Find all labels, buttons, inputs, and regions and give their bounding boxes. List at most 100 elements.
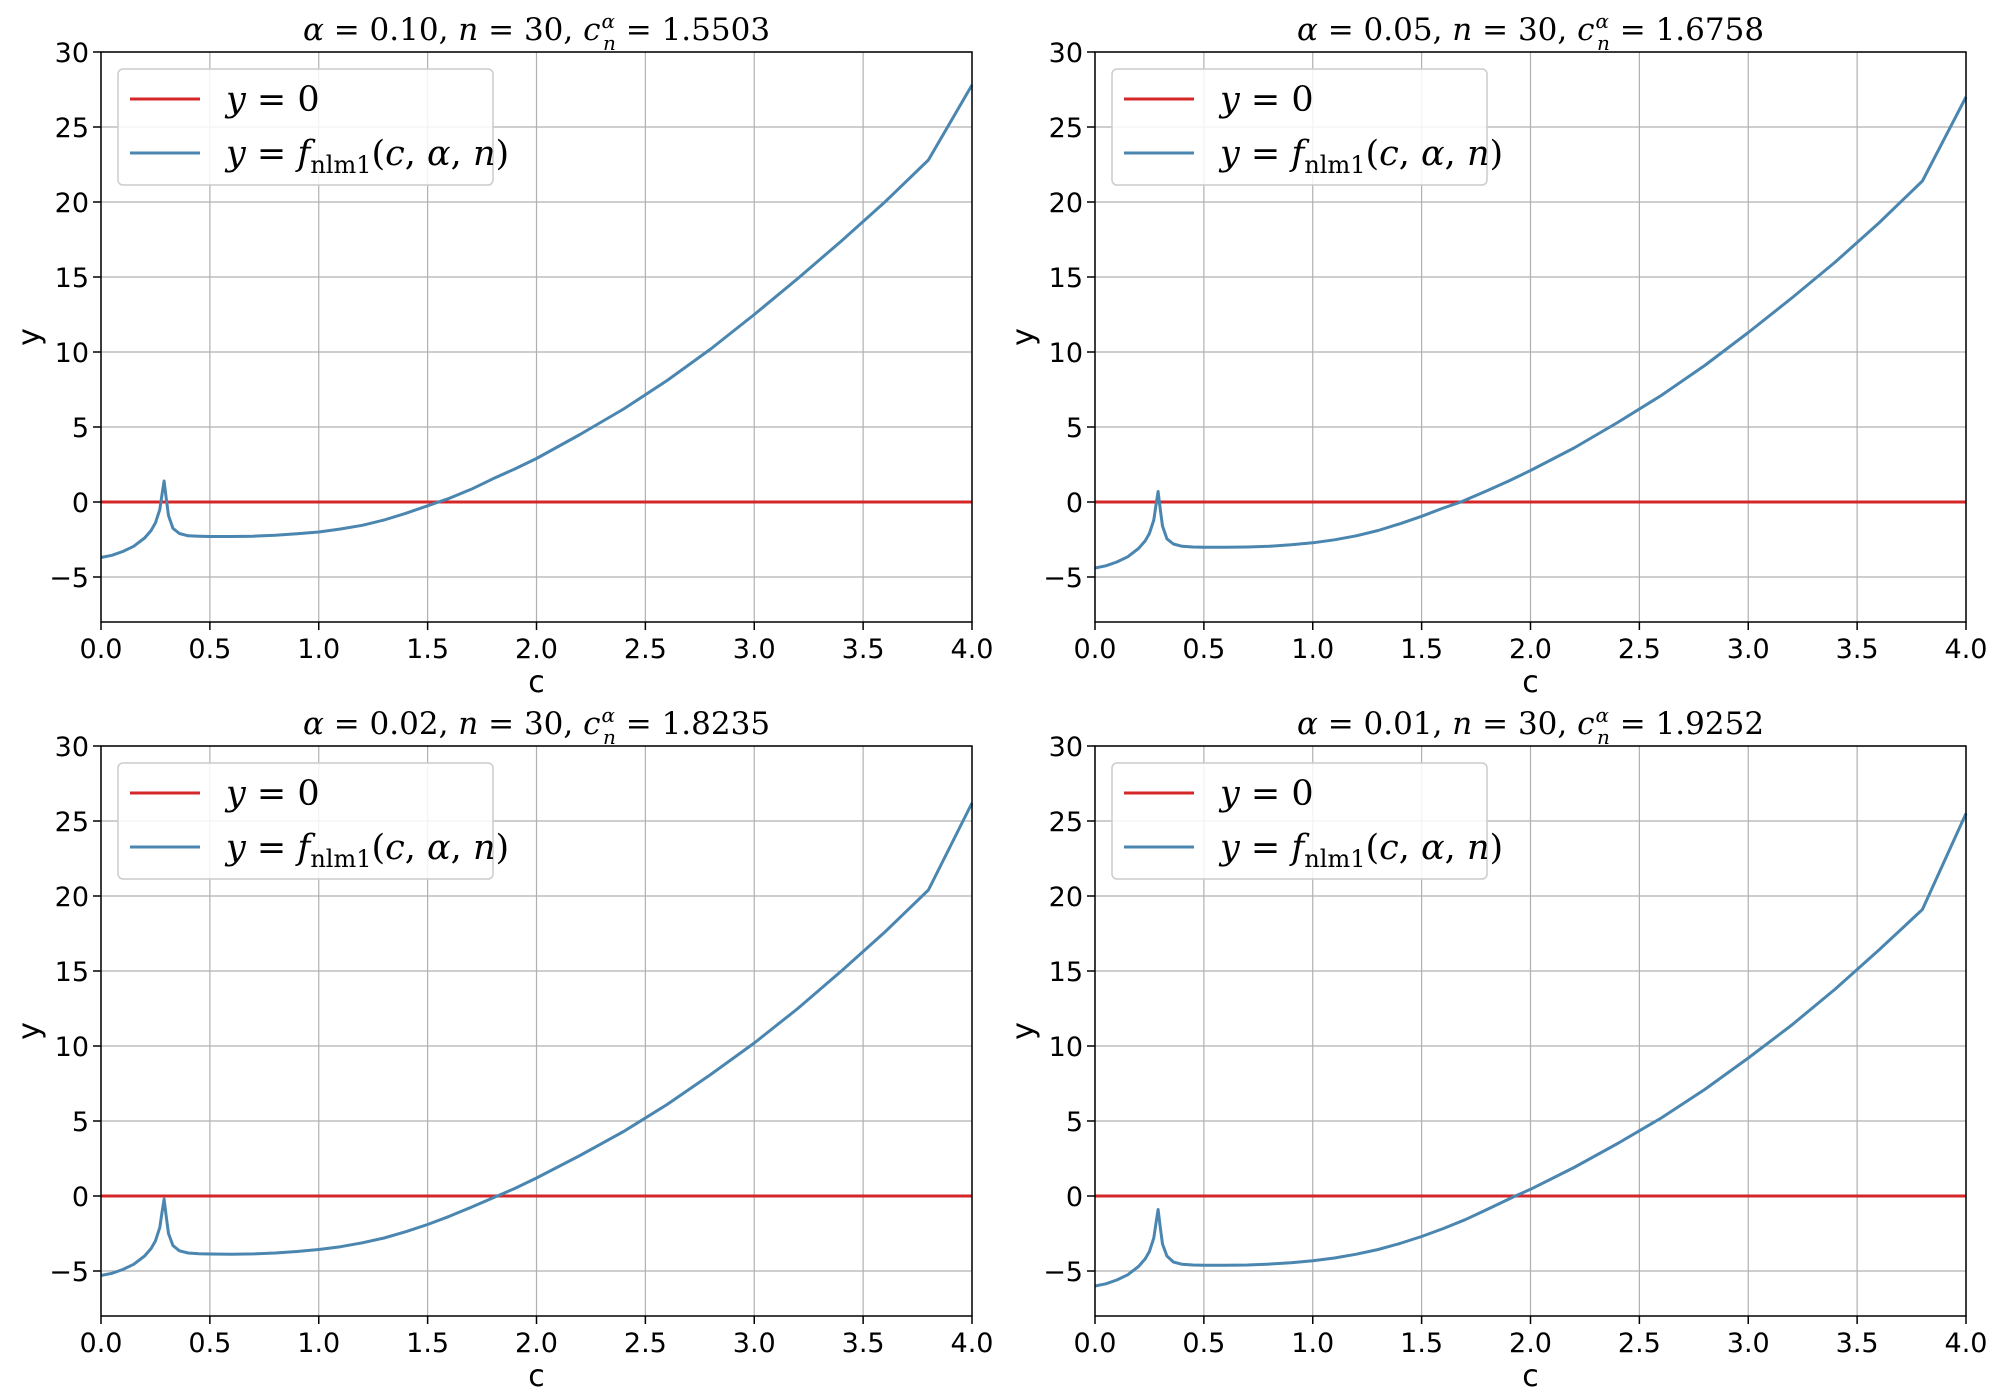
x-tick-label: 1.0 (297, 634, 340, 665)
y-tick-label: 15 (1049, 957, 1083, 988)
y-tick-label: −5 (49, 1257, 89, 1288)
y-axis-label: y (1006, 1022, 1041, 1040)
x-tick-label: 2.0 (1509, 1328, 1552, 1359)
y-axis-label: y (12, 328, 47, 346)
x-tick-label: 1.5 (406, 1328, 449, 1359)
y-tick-label: 10 (1049, 338, 1083, 369)
x-tick-label: 3.5 (842, 1328, 885, 1359)
y-tick-label: 30 (55, 732, 89, 763)
y-tick-label: 20 (55, 188, 89, 219)
x-tick-label: 4.0 (951, 634, 994, 665)
y-tick-label: 5 (1066, 1107, 1083, 1138)
x-tick-label: 2.5 (624, 634, 667, 665)
y-tick-label: 15 (55, 957, 89, 988)
legend-label-zero: y = 0 (224, 774, 320, 814)
legend-label-zero: y = 0 (1218, 80, 1314, 120)
series-fnlm1-curve (100, 802, 974, 1277)
x-tick-label: 1.0 (297, 1328, 340, 1359)
x-tick-label: 0.0 (1074, 1328, 1117, 1359)
y-tick-label: 0 (1066, 1182, 1083, 1213)
x-tick-label: 0.0 (1074, 634, 1117, 665)
y-tick-label: 25 (55, 807, 89, 838)
legend (1111, 762, 1488, 880)
y-tick-label: 25 (1049, 807, 1083, 838)
legend (117, 68, 494, 186)
x-tick-label: 2.5 (1618, 634, 1661, 665)
subplot-1: 0.0 0.5 1.0 1.5 2.0 2.5 3.0 3.5 4.0 −5 0 5 10 15 20 25 3… (12, 9, 993, 700)
y-tick-label: −5 (1043, 563, 1083, 594)
x-tick-label: 3.5 (1836, 1328, 1879, 1359)
series-fnlm1-curve (1094, 96, 1968, 570)
x-tick-label: 1.5 (406, 634, 449, 665)
x-tick-label: 3.0 (733, 1328, 776, 1359)
x-tick-label: 3.0 (1727, 634, 1770, 665)
y-tick-label: 10 (1049, 1032, 1083, 1063)
y-tick-label: 5 (1066, 413, 1083, 444)
y-tick-label: −5 (1043, 1257, 1083, 1288)
x-tick-label: 1.5 (1400, 1328, 1443, 1359)
y-tick-label: 5 (72, 413, 89, 444)
subplot-title: α = 0.05, n = 30, cα n = 1.6758 (1297, 9, 1764, 55)
x-tick-label: 2.0 (515, 634, 558, 665)
y-tick-label: 30 (1049, 732, 1083, 763)
y-tick-label: 25 (55, 113, 89, 144)
x-tick-label: 3.5 (842, 634, 885, 665)
subplot-4: 0.0 0.5 1.0 1.5 2.0 2.5 3.0 3.5 4.0 −5 0 5 10 15 20 25 3… (1006, 703, 1987, 1394)
y-tick-label: 20 (1049, 882, 1083, 913)
x-axis-label: c (1522, 1359, 1539, 1394)
x-tick-label: 1.0 (1291, 1328, 1334, 1359)
x-axis-label: c (1522, 665, 1539, 700)
y-tick-label: 25 (1049, 113, 1083, 144)
subplot-title: α = 0.01, n = 30, cα n = 1.9252 (1297, 703, 1764, 749)
y-tick-label: 10 (55, 1032, 89, 1063)
y-tick-label: 0 (72, 1182, 89, 1213)
x-tick-label: 2.0 (1509, 634, 1552, 665)
legend-label-fnlm1: y = fnlm1(c, α, n) (224, 134, 509, 179)
subplot-2: 0.0 0.5 1.0 1.5 2.0 2.5 3.0 3.5 4.0 −5 0 5 10 15 20 25 3… (1006, 9, 1987, 700)
x-tick-label: 1.5 (1400, 634, 1443, 665)
y-axis-label: y (12, 1022, 47, 1040)
y-tick-label: 10 (55, 338, 89, 369)
y-tick-label: 5 (72, 1107, 89, 1138)
y-tick-label: 15 (1049, 263, 1083, 294)
x-tick-label: 3.0 (1727, 1328, 1770, 1359)
x-tick-label: 2.5 (624, 1328, 667, 1359)
x-tick-label: 0.5 (188, 1328, 231, 1359)
y-tick-label: 20 (55, 882, 89, 913)
legend-label-zero: y = 0 (1218, 774, 1314, 814)
x-tick-label: 0.5 (1182, 634, 1225, 665)
x-tick-label: 0.5 (1182, 1328, 1225, 1359)
legend-label-fnlm1: y = fnlm1(c, α, n) (224, 828, 509, 873)
x-tick-label: 0.0 (80, 634, 123, 665)
subplot-title: α = 0.10, n = 30, cα n = 1.5503 (303, 9, 770, 55)
x-tick-label: 4.0 (951, 1328, 994, 1359)
legend-label-zero: y = 0 (224, 80, 320, 120)
x-axis-label: c (528, 1359, 545, 1394)
y-tick-label: −5 (49, 563, 89, 594)
x-axis-label: c (528, 665, 545, 700)
y-tick-label: 30 (55, 38, 89, 69)
legend (117, 762, 494, 880)
x-tick-label: 0.0 (80, 1328, 123, 1359)
legend (1111, 68, 1488, 186)
x-tick-label: 2.0 (515, 1328, 558, 1359)
series-fnlm1-curve (1094, 812, 1968, 1288)
x-tick-label: 3.5 (1836, 634, 1879, 665)
legend-label-fnlm1: y = fnlm1(c, α, n) (1218, 134, 1503, 179)
x-tick-label: 4.0 (1945, 1328, 1988, 1359)
y-tick-label: 20 (1049, 188, 1083, 219)
y-axis-label: y (1006, 328, 1041, 346)
x-tick-label: 1.0 (1291, 634, 1334, 665)
x-tick-label: 2.5 (1618, 1328, 1661, 1359)
subplot-title: α = 0.02, n = 30, cα n = 1.8235 (303, 703, 770, 749)
y-tick-label: 0 (72, 488, 89, 519)
y-tick-label: 0 (1066, 488, 1083, 519)
x-tick-label: 0.5 (188, 634, 231, 665)
y-tick-label: 30 (1049, 38, 1083, 69)
subplot-3: 0.0 0.5 1.0 1.5 2.0 2.5 3.0 3.5 4.0 −5 0 5 10 15 20 25 3… (12, 703, 993, 1394)
x-tick-label: 4.0 (1945, 634, 1988, 665)
x-tick-label: 3.0 (733, 634, 776, 665)
series-fnlm1-curve (100, 84, 974, 559)
y-tick-label: 15 (55, 263, 89, 294)
